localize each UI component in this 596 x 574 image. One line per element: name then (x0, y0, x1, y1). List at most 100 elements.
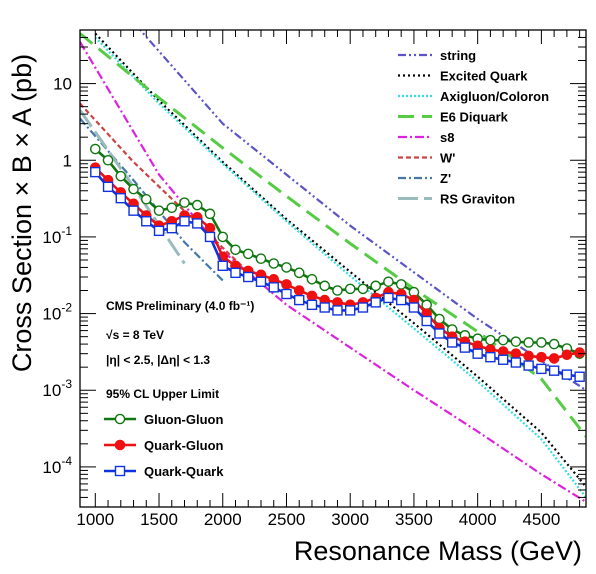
limit-legend-label-0: Gluon-Gluon (144, 412, 223, 427)
limit-point-2-2 (115, 192, 126, 204)
legend-label-7: RS Graviton (440, 192, 515, 207)
limit-point-2-8 (192, 218, 203, 229)
x-tick-label: 2000 (204, 510, 242, 529)
limit-point-0-2 (115, 170, 127, 182)
limit-point-2-38 (574, 371, 585, 382)
theory-line-4 (80, 41, 586, 503)
limit-point-2-12 (243, 271, 254, 283)
y-tick-label: 10-2 (42, 301, 72, 324)
limit-point-0-9 (204, 208, 216, 220)
limit-point-0-5 (153, 205, 165, 216)
limit-point-2-1 (102, 181, 114, 193)
limit-point-2-23 (383, 292, 394, 304)
annotation-cuts: |η| < 2.5, |Δη| < 1.3 (106, 353, 210, 367)
limit-point-1-15 (281, 279, 292, 290)
limit-point-0-7 (179, 197, 190, 208)
annotation-block: CMS Preliminary (4.0 fb⁻¹) √s = 8 TeV |η… (106, 299, 254, 401)
limit-point-2-34 (523, 360, 534, 371)
y-tick-label: 1 (63, 151, 72, 170)
legend-label-0: string (440, 48, 476, 63)
limit-point-0-16 (293, 267, 305, 279)
limit-point-0-12 (242, 248, 254, 260)
limit-point-2-20 (345, 305, 356, 316)
limit-legend-marker-0 (114, 413, 126, 425)
limit-point-2-30 (472, 348, 483, 359)
limit-point-1-38 (574, 347, 585, 358)
y-axis-title: Cross Section × B × A (pb) (7, 54, 37, 372)
limit-point-0-6 (166, 202, 178, 214)
limit-point-2-4 (141, 216, 152, 227)
limit-point-1-17 (306, 290, 318, 302)
limit-point-0-31 (485, 334, 496, 346)
limit-point-2-3 (128, 205, 139, 216)
legend-label-4: s8 (440, 130, 454, 145)
limit-point-2-28 (446, 337, 458, 348)
axis-ticks (80, 29, 586, 508)
limit-point-0-11 (230, 244, 241, 256)
plot-frame (79, 29, 587, 508)
limit-point-2-18 (319, 302, 330, 313)
limit-point-0-23 (383, 276, 394, 288)
x-tick-label: 3000 (331, 510, 369, 529)
limit-point-2-21 (357, 302, 369, 313)
limit-point-2-11 (230, 267, 241, 279)
limit-point-2-36 (548, 365, 560, 376)
limit-point-2-0 (90, 166, 101, 178)
limit-point-2-14 (268, 282, 279, 293)
x-tick-labels: 1000 1500 2000 2500 3000 3500 4000 4500 (76, 510, 560, 529)
theory-line-2 (94, 36, 586, 499)
y-tick-labels: 10-4 10-3 10-2 10-1 1 10 (42, 75, 72, 477)
y-tick-label: 10-4 (42, 454, 72, 477)
limit-line-0 (94, 148, 581, 355)
limit-point-2-26 (421, 315, 432, 327)
limit-point-2-7 (179, 216, 190, 227)
y-tick-label: 10 (53, 75, 72, 94)
limit-point-0-34 (523, 337, 534, 348)
limit-legend-marker-1 (114, 439, 126, 451)
theory-line-5 (80, 102, 262, 286)
limit-legend-label-1: Quark-Gluon (144, 438, 224, 453)
limit-point-2-16 (294, 294, 305, 306)
limit-curves (89, 143, 585, 382)
limit-point-2-5 (153, 225, 165, 237)
limit-point-2-6 (166, 222, 177, 234)
legend-label-1: Excited Quark (440, 69, 528, 84)
limit-point-0-19 (332, 285, 343, 296)
limit-point-2-32 (497, 354, 509, 365)
x-tick-label: 1000 (76, 510, 114, 529)
limit-point-2-13 (255, 276, 267, 287)
limit-point-1-9 (204, 222, 216, 234)
limit-point-2-22 (370, 297, 381, 308)
theory-line-3 (80, 32, 586, 438)
limit-point-0-18 (319, 280, 331, 292)
limit-point-0-24 (395, 279, 407, 290)
limit-point-2-24 (395, 294, 407, 306)
limit-point-2-15 (281, 288, 292, 300)
limit-point-0-8 (191, 199, 203, 211)
limit-point-0-1 (102, 154, 114, 166)
limit-point-1-33 (510, 348, 522, 359)
limit-point-2-37 (561, 369, 573, 380)
limit-point-0-13 (255, 253, 267, 264)
limit-point-1-34 (523, 350, 534, 362)
theory-line-0 (138, 30, 586, 392)
legend-label-5: W' (440, 151, 455, 166)
limit-point-2-9 (204, 231, 216, 243)
limit-point-0-10 (217, 231, 229, 243)
limit-point-0-32 (497, 334, 509, 346)
limit-point-2-31 (485, 351, 496, 363)
x-tick-label: 2500 (268, 510, 306, 529)
limit-point-2-10 (217, 260, 228, 272)
limit-point-0-35 (536, 337, 547, 348)
legend: string Excited Quark Axigluon/Coloron E6 Di… (398, 48, 549, 207)
limit-point-2-27 (434, 328, 445, 339)
annotation-experiment: CMS Preliminary (4.0 fb⁻¹) (106, 299, 254, 313)
limit-point-0-22 (370, 280, 381, 292)
limit-point-0-20 (344, 283, 356, 295)
limit-point-2-29 (459, 342, 471, 353)
limit-point-0-17 (306, 274, 318, 285)
annotation-cl: 95% CL Upper Limit (106, 387, 219, 401)
limit-point-0-14 (268, 258, 280, 269)
x-tick-label: 3500 (395, 510, 433, 529)
limit-point-0-33 (510, 336, 522, 347)
